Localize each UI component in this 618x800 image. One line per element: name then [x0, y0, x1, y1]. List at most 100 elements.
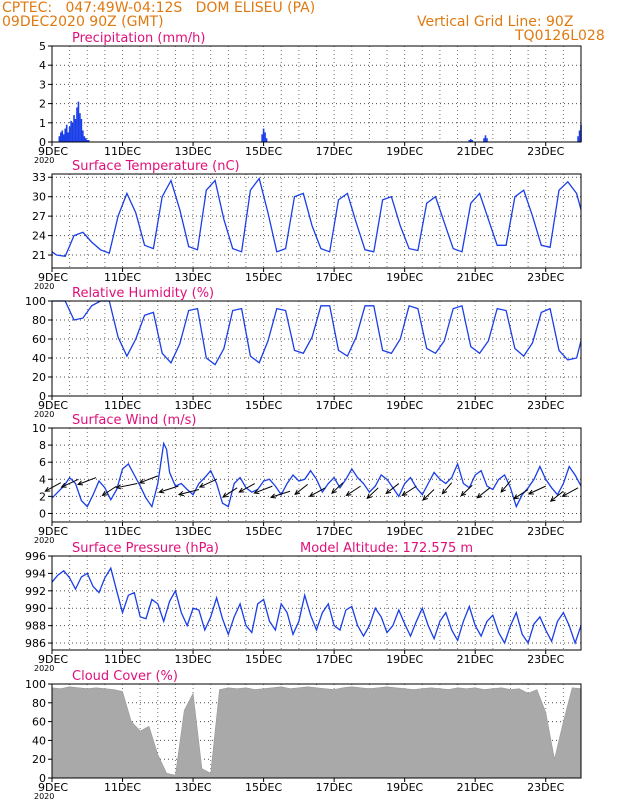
header-station: CPTEC: 047:49W-04:12S DOM ELISEU (PA) [2, 0, 316, 16]
wind-vector [253, 485, 273, 494]
wind-vector-head [366, 493, 373, 500]
wind-series-line [51, 441, 582, 509]
cloud-area [51, 686, 582, 779]
wind-vector [460, 484, 473, 497]
rh-xtick-label: 13DEC [175, 399, 212, 412]
rh-frame [51, 300, 582, 397]
precip-bar [264, 132, 266, 142]
precip-bar [68, 126, 71, 142]
wind-vector [198, 478, 217, 488]
pressure-ytick-label: 990 [25, 602, 46, 615]
precip-xtick-label: 13DEC [175, 145, 212, 158]
wind-vector-shaft [222, 487, 238, 498]
wind-vector-shaft [61, 478, 79, 488]
wind-vector-head [441, 488, 448, 495]
rh-ytick-label: 80 [32, 314, 46, 327]
precip-ytick-label: 3 [39, 78, 46, 91]
wind-vector-head [401, 490, 408, 497]
wind-xtick-label: 9DEC [38, 525, 68, 538]
precip-bar [77, 101, 80, 142]
precip-xtick-label: 9DEC [38, 145, 68, 158]
wind-vector-shaft [402, 485, 417, 496]
wind-vector-shaft [562, 487, 579, 497]
temp-xtick-label: 21DEC [457, 271, 494, 284]
cloud-ytick-label: 80 [32, 697, 46, 710]
wind-vector-head [60, 482, 67, 488]
precip-frame [51, 45, 582, 143]
precip-xtick-label: 23DEC [527, 145, 564, 158]
wind-vector [345, 485, 361, 497]
wind-vector-head [422, 495, 428, 501]
pressure-altitude-label: Model Altitude: 172.575 m [300, 541, 473, 556]
precip-ytick-label: 4 [39, 59, 46, 72]
rh-xtick-label: 9DEC [38, 399, 68, 412]
precip-bar [86, 140, 89, 142]
wind-vector-shaft [238, 483, 256, 493]
cloud-ytick-label: 40 [32, 734, 46, 747]
wind-vector-shaft [309, 487, 326, 497]
pressure-series-line [51, 566, 582, 646]
wind-vector-shaft [346, 485, 361, 496]
wind-vector-shaft [178, 489, 200, 496]
wind-vector-head [101, 490, 108, 497]
precip-bar [60, 132, 62, 142]
wind-vector-shaft [254, 485, 273, 494]
wind-vector [294, 484, 308, 496]
precip-panel: 0 1 2 3 4 5 9DEC 11DEC 13DEC 15DEC 17DEC 19DEC 21DEC… [34, 31, 582, 165]
precip-bar [486, 138, 488, 142]
wind-vector-shaft [385, 483, 400, 494]
rh-xtick-label: 21DEC [457, 399, 494, 412]
wind-vector-head [269, 493, 277, 499]
precip-bar [61, 130, 64, 142]
wind-vector [308, 487, 326, 497]
precip-bar [87, 140, 90, 142]
wind-year-label: 2020 [34, 536, 54, 545]
wind-vector [385, 483, 400, 495]
temp-ytick-label: 27 [32, 210, 46, 223]
wind-ytick-label: 6 [39, 456, 46, 469]
wind-xtick-label: 15DEC [245, 525, 282, 538]
cloud-xtick-label: 9DEC [38, 781, 68, 794]
cloud-year-label: 2020 [34, 792, 54, 800]
precip-bar [483, 138, 485, 142]
precip-bar [80, 118, 83, 142]
temp-title: Surface Temperature (nC) [72, 159, 240, 174]
cloud-frame [51, 683, 582, 779]
wind-vector-head [331, 488, 337, 494]
cloud-xtick-label: 23DEC [527, 781, 564, 794]
precip-bar [74, 118, 77, 142]
precip-bar [578, 130, 581, 142]
rh-ytick-label: 40 [32, 352, 46, 365]
precip-bar [73, 115, 75, 142]
wind-vector-shaft [442, 482, 453, 494]
temp-xtick-label: 23DEC [527, 271, 564, 284]
wind-vector-head [294, 489, 301, 496]
pressure-ytick-label: 986 [25, 637, 46, 650]
cloud-ytick-label: 60 [32, 716, 46, 729]
pressure-title: Surface Pressure (hPa) [72, 541, 219, 556]
precip-ytick-label: 0 [39, 136, 46, 149]
temp-ytick-label: 33 [32, 171, 46, 184]
precip-bar [71, 122, 74, 142]
pressure-ytick-label: 992 [25, 585, 46, 598]
cloud-title: Cloud Cover (%) [72, 669, 178, 684]
rh-xtick-label: 15DEC [245, 399, 282, 412]
wind-vector-shaft [528, 485, 546, 495]
rh-xtick-label: 17DEC [316, 399, 353, 412]
wind-vector-shaft [366, 487, 379, 499]
wind-vector-head [527, 489, 534, 495]
wind-ytick-label: 8 [39, 439, 46, 452]
rh-ytick-label: 0 [39, 390, 46, 403]
wind-vector-head [385, 488, 392, 495]
cloud-xtick-label: 15DEC [245, 781, 282, 794]
rh-ytick-label: 100 [25, 295, 46, 308]
wind-vector [76, 477, 97, 486]
wind-vector-shaft [460, 484, 473, 497]
wind-frame [51, 427, 582, 523]
wind-vector-head [177, 491, 185, 497]
wind-vector-head [561, 492, 568, 497]
precip-bar [469, 139, 472, 142]
wind-vector-head [549, 496, 556, 502]
wind-vector-shaft [102, 485, 117, 496]
